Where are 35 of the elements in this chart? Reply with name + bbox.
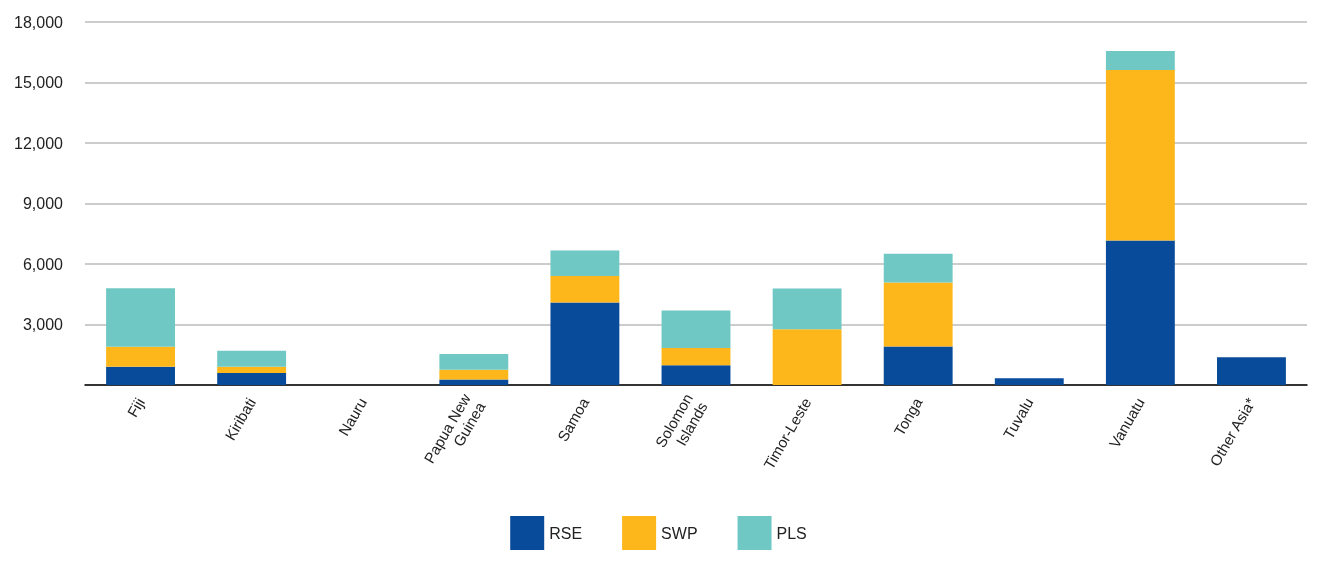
y-tick-label: 12,000 [14,134,64,152]
bar [550,276,620,303]
bar [550,302,620,385]
bar [772,288,842,330]
y-tick-label: 3,000 [22,316,64,333]
bar [217,372,287,385]
bar [994,378,1064,385]
bar [1105,51,1175,70]
y-tick-label: 18,000 [14,13,64,31]
bar [217,366,287,373]
y-tick-label: 6,000 [22,255,64,273]
bar [883,253,953,283]
bar [106,346,175,367]
bar [439,369,509,380]
bar [1217,357,1286,385]
bar [550,250,620,277]
bar [883,346,953,385]
bar [661,348,731,366]
y-tick-label: 9,000 [22,195,64,212]
bar [661,365,731,385]
bar [217,350,287,367]
bar [106,366,175,385]
y-tick-label: 15,000 [14,74,64,91]
bar [772,329,842,385]
legend-label: SWP [661,524,698,542]
x-tick-label: Fiji [123,394,148,420]
bar [883,282,953,347]
legend-label: PLS [776,524,807,542]
bar [439,353,509,370]
bar [106,288,175,347]
bar [1105,70,1175,241]
bar [439,379,509,385]
bar [1105,240,1175,385]
bar [661,310,731,349]
legend-label: RSE [549,524,583,542]
